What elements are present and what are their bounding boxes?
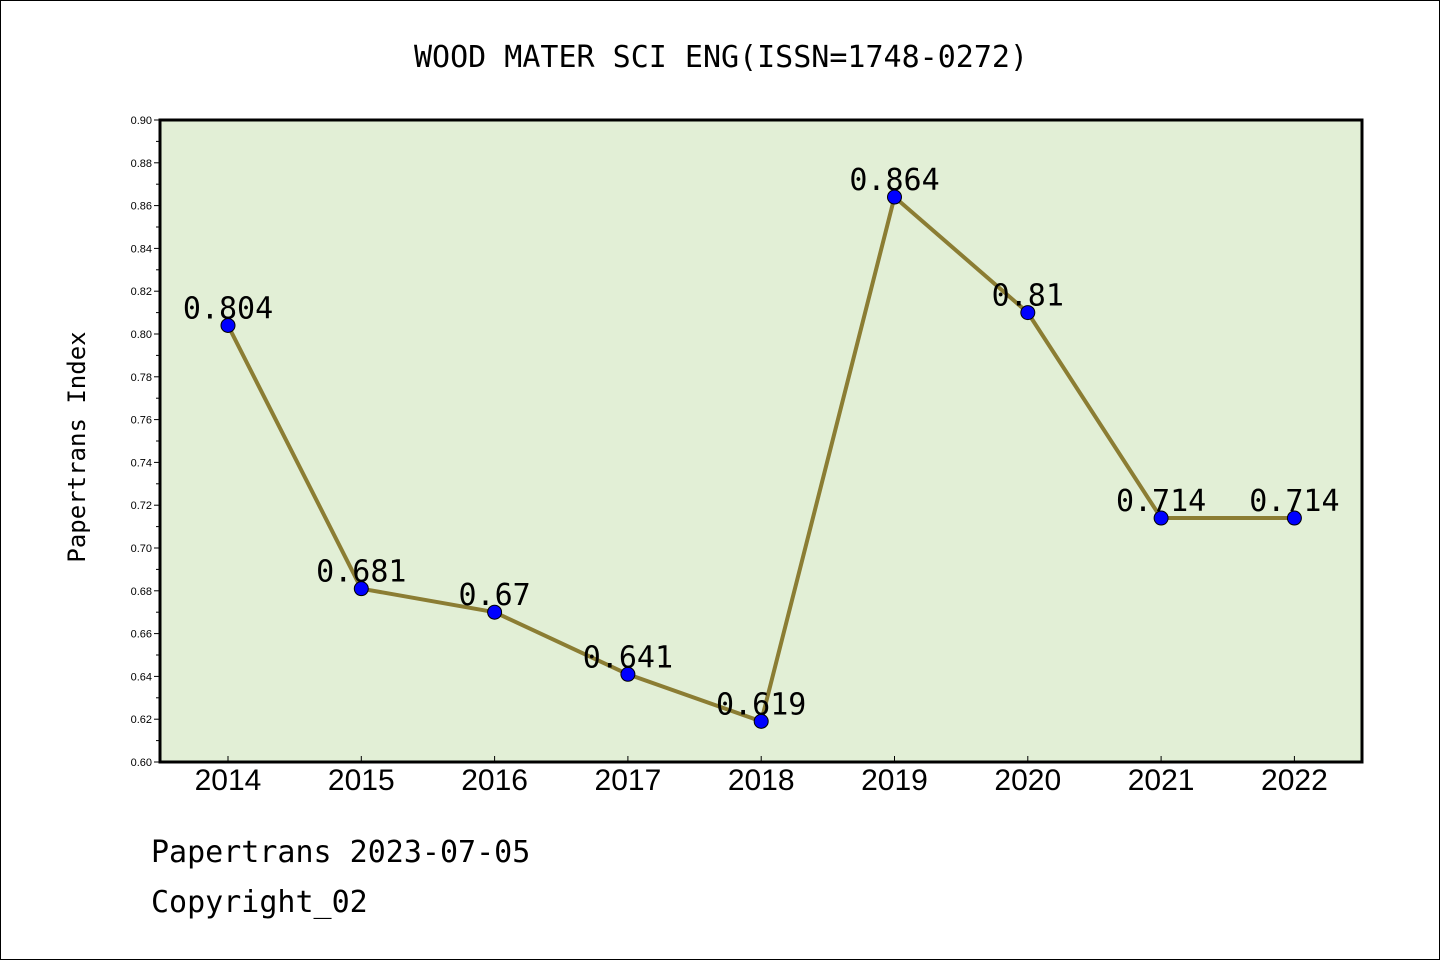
y-tick-label: 0.74 xyxy=(131,457,152,469)
data-point-marker xyxy=(487,604,503,620)
data-label: 0.804 xyxy=(183,291,273,326)
x-tick-label: 2021 xyxy=(1128,764,1195,797)
plot-area xyxy=(158,118,1364,764)
data-label: 0.714 xyxy=(1249,484,1339,519)
x-axis-ticks: 2014 2015 2016 2017 2018 2019 2020 2021 2022 xyxy=(195,756,1328,797)
x-tick-label: 2016 xyxy=(461,764,528,797)
data-label: 0.641 xyxy=(583,640,673,675)
y-tick-label: 0.64 xyxy=(131,671,152,683)
y-axis-label: Papertrans Index xyxy=(63,331,91,562)
marker-group xyxy=(220,189,1302,729)
data-point-marker xyxy=(1153,510,1169,526)
footer-copyright: Copyright_02 xyxy=(151,885,368,920)
x-tick-label: 2019 xyxy=(861,764,928,797)
y-tick-label: 0.62 xyxy=(131,714,152,726)
data-label: 0.81 xyxy=(992,279,1064,314)
data-point-marker xyxy=(220,317,236,333)
x-tick-label: 2015 xyxy=(328,764,395,797)
data-label: 0.619 xyxy=(716,687,806,722)
y-tick-label: 0.80 xyxy=(131,329,152,341)
y-tick-label: 0.70 xyxy=(131,543,152,555)
data-point-marker xyxy=(353,581,369,597)
x-tick-label: 2020 xyxy=(994,764,1061,797)
data-label: 0.681 xyxy=(316,555,406,590)
footer-date-line: Papertrans 2023-07-05 xyxy=(151,835,531,870)
y-tick-label: 0.78 xyxy=(131,372,152,384)
data-point-marker xyxy=(620,666,636,682)
y-tick-label: 0.82 xyxy=(131,286,152,298)
data-point-marker xyxy=(753,713,769,729)
chart-title: WOOD MATER SCI ENG(ISSN=1748-0272) xyxy=(414,40,1028,75)
data-label: 0.864 xyxy=(849,163,939,198)
y-tick-label: 0.76 xyxy=(131,415,152,427)
x-tick-label: 2022 xyxy=(1261,764,1328,797)
data-point-marker xyxy=(1020,305,1036,321)
y-axis-ticks: 0.60 0.62 0.64 0.66 0.68 0.70 0.72 0.74 0.76 0.78… xyxy=(131,115,160,769)
y-tick-label: 0.90 xyxy=(131,115,152,127)
x-tick-label: 2014 xyxy=(195,764,262,797)
y-tick-label: 0.60 xyxy=(131,757,152,769)
data-label: 0.67 xyxy=(458,578,530,613)
data-label-group: 0.804 0.681 0.67 0.641 0.619 0.864 0.81 0.714 0.… xyxy=(183,163,1340,722)
y-tick-label: 0.88 xyxy=(131,158,152,170)
y-tick-label: 0.66 xyxy=(131,629,152,641)
data-point-marker xyxy=(1286,510,1302,526)
x-tick-label: 2018 xyxy=(728,764,795,797)
y-tick-label: 0.84 xyxy=(131,243,152,255)
x-tick-label: 2017 xyxy=(595,764,662,797)
data-label: 0.714 xyxy=(1116,484,1206,519)
y-tick-label: 0.86 xyxy=(131,201,152,213)
y-tick-label: 0.68 xyxy=(131,586,152,598)
data-point-marker xyxy=(887,189,902,205)
y-tick-label: 0.72 xyxy=(131,500,152,512)
